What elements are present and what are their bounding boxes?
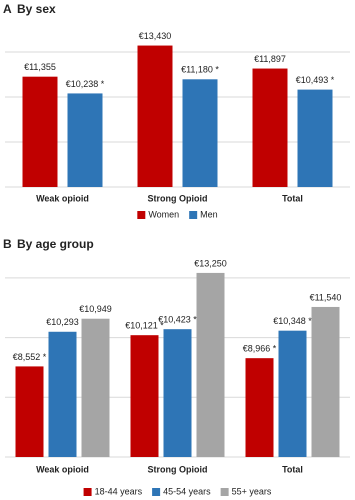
value-label: €10,238 * [66, 79, 105, 89]
x-tick-label: Total [282, 193, 303, 203]
value-label: €11,180 * [181, 65, 219, 75]
chart-title: By age group [17, 237, 94, 251]
bar [196, 272, 225, 457]
panel-label: B [3, 237, 12, 251]
bar [67, 93, 103, 187]
legend: 18-44 years 45-54 years 55+ years [83, 486, 272, 496]
legend-label: 18-44 years [95, 486, 143, 496]
value-label: €13,430 [139, 31, 172, 41]
value-label: €8,966 * [243, 344, 277, 354]
bar [22, 76, 58, 187]
legend-swatch [152, 488, 161, 496]
legend-label: Men [200, 209, 218, 219]
bar [245, 358, 274, 457]
value-label: €10,293 [46, 317, 79, 327]
bar [163, 329, 192, 457]
value-label: €8,552 * [13, 352, 47, 362]
value-label: €11,355 [24, 62, 56, 72]
chart-title: By sex [17, 2, 56, 16]
legend-label: 55+ years [232, 486, 272, 496]
x-tick-label: Strong Opioid [148, 464, 208, 474]
x-tick-label: Strong Opioid [148, 193, 208, 203]
bar [278, 330, 307, 457]
bar [297, 89, 333, 187]
x-tick-label: Weak opioid [36, 464, 89, 474]
x-tick-label: Total [282, 464, 303, 474]
legend-swatch [83, 488, 92, 496]
value-label: €13,250 [194, 258, 227, 268]
legend-swatch [189, 211, 198, 219]
legend-swatch [137, 211, 146, 219]
bar [48, 331, 77, 457]
legend-label: Women [148, 209, 179, 219]
legend-label: 45-54 years [163, 486, 211, 496]
bar [182, 79, 218, 187]
value-label: €10,493 * [296, 75, 335, 85]
bar [137, 45, 173, 187]
legend-swatch [220, 488, 229, 496]
value-label: €10,121 * [125, 321, 164, 331]
x-tick-label: Weak opioid [36, 193, 89, 203]
value-label: €11,897 [254, 54, 286, 64]
value-label: €10,348 * [273, 316, 312, 326]
bar [81, 318, 110, 457]
bar [130, 335, 159, 457]
legend: Women Men [137, 209, 218, 219]
panel-label: A [3, 2, 12, 16]
bar [15, 366, 44, 457]
bar [311, 306, 340, 457]
bar [252, 68, 288, 187]
value-label: €10,423 * [158, 315, 197, 325]
value-label: €11,540 [310, 292, 342, 302]
value-label: €10,949 [79, 304, 112, 314]
